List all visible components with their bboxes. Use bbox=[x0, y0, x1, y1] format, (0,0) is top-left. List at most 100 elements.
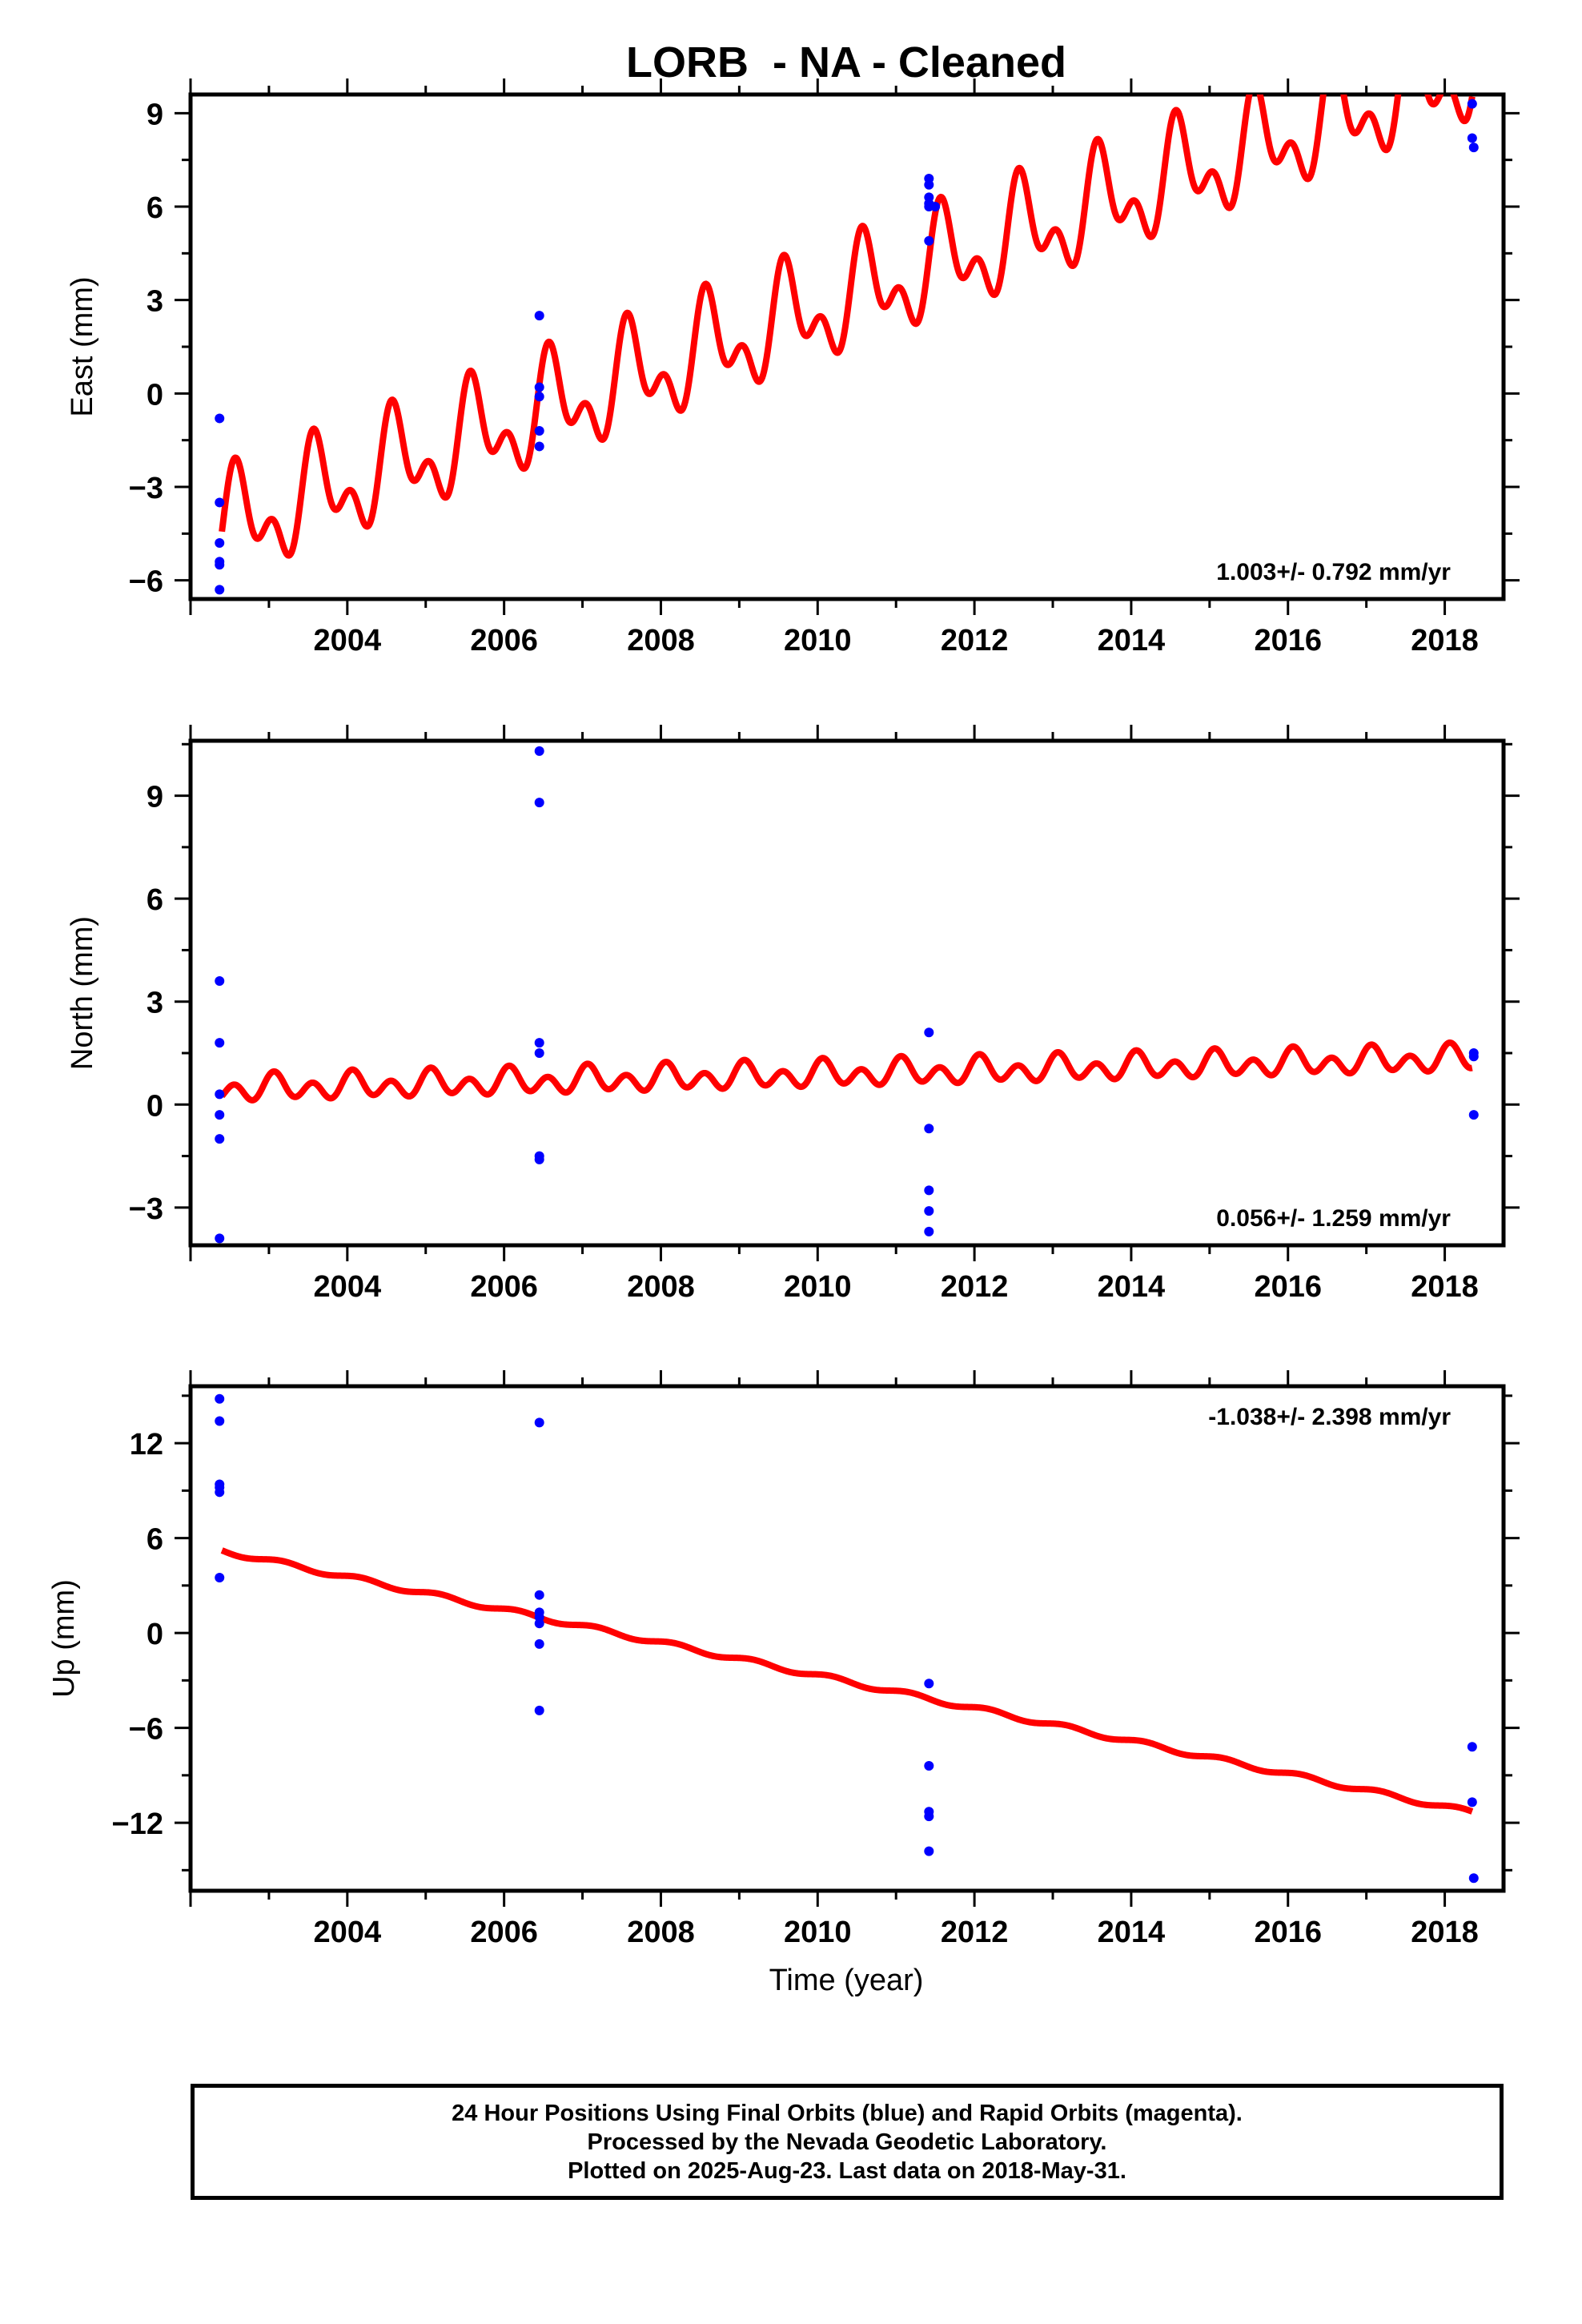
data-point bbox=[924, 1760, 934, 1771]
x-tick-label: 2012 bbox=[941, 624, 1009, 657]
x-tick-label: 2006 bbox=[470, 1916, 538, 1949]
data-point bbox=[924, 1811, 934, 1822]
x-tick-label: 2014 bbox=[1098, 1916, 1166, 1949]
footer-line-2: Processed by the Nevada Geodetic Laborat… bbox=[587, 2129, 1107, 2155]
data-point bbox=[215, 585, 225, 595]
x-tick-label: 2012 bbox=[941, 1270, 1009, 1304]
data-point bbox=[534, 311, 544, 321]
data-point bbox=[924, 1846, 934, 1856]
data-point bbox=[1467, 1742, 1477, 1752]
data-point bbox=[215, 1110, 225, 1120]
rate-label: 1.003+/- 0.792 mm/yr bbox=[1216, 559, 1451, 585]
rate-label: 0.056+/- 1.259 mm/yr bbox=[1216, 1205, 1451, 1232]
data-point bbox=[1467, 133, 1477, 143]
data-point bbox=[924, 1679, 934, 1689]
y-tick-label: 12 bbox=[130, 1428, 163, 1462]
x-tick-label: 2016 bbox=[1254, 1270, 1322, 1304]
data-point bbox=[215, 1487, 225, 1498]
model-fit-line bbox=[219, 94, 1476, 559]
data-point bbox=[534, 1618, 544, 1629]
data-point bbox=[534, 798, 544, 808]
data-point bbox=[215, 413, 225, 424]
x-tick-label: 2012 bbox=[941, 1916, 1009, 1949]
data-point bbox=[215, 1572, 225, 1582]
y-tick-label: 3 bbox=[147, 987, 163, 1020]
x-tick-label: 2018 bbox=[1411, 1270, 1479, 1304]
data-point bbox=[1467, 1797, 1477, 1807]
x-tick-label: 2010 bbox=[784, 1270, 852, 1304]
y-axis-title: East (mm) bbox=[66, 276, 99, 416]
x-tick-label: 2016 bbox=[1254, 1916, 1322, 1949]
data-point bbox=[924, 1206, 934, 1216]
x-tick-label: 2004 bbox=[314, 1916, 382, 1949]
plot-area bbox=[215, 1393, 1479, 1884]
x-tick-label: 2004 bbox=[314, 624, 382, 657]
data-point bbox=[534, 1705, 544, 1715]
x-tick-label: 2016 bbox=[1254, 624, 1322, 657]
plot-frame bbox=[188, 92, 1506, 601]
data-point bbox=[1467, 99, 1477, 109]
y-axis-title: North (mm) bbox=[66, 916, 99, 1070]
data-point bbox=[534, 1154, 544, 1164]
data-point bbox=[1468, 1051, 1479, 1062]
y-tick-label: −6 bbox=[129, 1713, 163, 1747]
y-tick-label: 6 bbox=[147, 191, 163, 225]
y-axis-title: Up (mm) bbox=[47, 1579, 81, 1698]
data-point bbox=[215, 1393, 225, 1404]
model-fit-line bbox=[219, 1547, 1475, 1815]
data-point bbox=[534, 1590, 544, 1600]
data-point bbox=[215, 497, 225, 508]
y-tick-label: 6 bbox=[147, 1523, 163, 1557]
plot-area bbox=[215, 746, 1479, 1244]
x-tick-label: 2014 bbox=[1098, 624, 1166, 657]
panel-east: 2004 2006 2008 2010 2012 2014 2016 2018 9 6 3 0 −3 −6… bbox=[66, 78, 1520, 657]
data-point bbox=[924, 1124, 934, 1134]
x-tick-label: 2006 bbox=[470, 1270, 538, 1304]
data-point bbox=[534, 1638, 544, 1649]
data-point bbox=[215, 538, 225, 548]
data-point bbox=[1468, 1873, 1479, 1884]
x-tick-label: 2010 bbox=[784, 1916, 852, 1949]
data-point bbox=[924, 1185, 934, 1196]
data-point bbox=[924, 235, 934, 246]
data-point bbox=[534, 1417, 544, 1428]
x-tick-label: 2010 bbox=[784, 624, 852, 657]
model-fit-line bbox=[219, 1039, 1475, 1104]
data-point bbox=[215, 1089, 225, 1100]
y-tick-label: −12 bbox=[112, 1807, 163, 1841]
x-tick-label: 2008 bbox=[627, 624, 695, 657]
footer-line-1: 24 Hour Positions Using Final Orbits (bl… bbox=[452, 2100, 1243, 2126]
x-tick-label: 2018 bbox=[1411, 624, 1479, 657]
x-tick-label: 2004 bbox=[314, 1270, 382, 1304]
footer-info-box: 24 Hour Positions Using Final Orbits (bl… bbox=[191, 2084, 1504, 2200]
data-point bbox=[215, 1134, 225, 1144]
data-point bbox=[924, 1027, 934, 1038]
plot-area bbox=[215, 94, 1479, 595]
data-point bbox=[534, 441, 544, 452]
data-point bbox=[1468, 1110, 1479, 1120]
y-tick-label: 9 bbox=[147, 781, 163, 814]
panel-up: 2004 2006 2008 2010 2012 2014 2016 2018 12 6 0 −6 −1… bbox=[47, 1370, 1520, 1949]
data-point bbox=[215, 976, 225, 986]
data-point bbox=[215, 1038, 225, 1048]
x-tick-label: 2006 bbox=[470, 624, 538, 657]
data-point bbox=[534, 382, 544, 392]
data-point bbox=[215, 1416, 225, 1426]
y-tick-label: 3 bbox=[147, 285, 163, 319]
x-axis-title: Time (year) bbox=[769, 1964, 924, 1997]
data-point bbox=[534, 1048, 544, 1058]
rate-label: -1.038+/- 2.398 mm/yr bbox=[1208, 1404, 1451, 1430]
data-point bbox=[924, 179, 934, 190]
data-point bbox=[534, 426, 544, 436]
y-tick-label: 6 bbox=[147, 883, 163, 917]
chart-title: LORB - NA - Cleaned bbox=[626, 38, 1066, 86]
data-point bbox=[534, 746, 544, 756]
y-tick-label: −6 bbox=[129, 565, 163, 599]
data-point bbox=[534, 1038, 544, 1048]
x-tick-label: 2008 bbox=[627, 1270, 695, 1304]
x-tick-label: 2008 bbox=[627, 1916, 695, 1949]
y-tick-label: 0 bbox=[147, 1089, 163, 1123]
plot-frame bbox=[188, 1384, 1506, 1893]
footer-line-3: Plotted on 2025-Aug-23. Last data on 201… bbox=[568, 2157, 1126, 2184]
